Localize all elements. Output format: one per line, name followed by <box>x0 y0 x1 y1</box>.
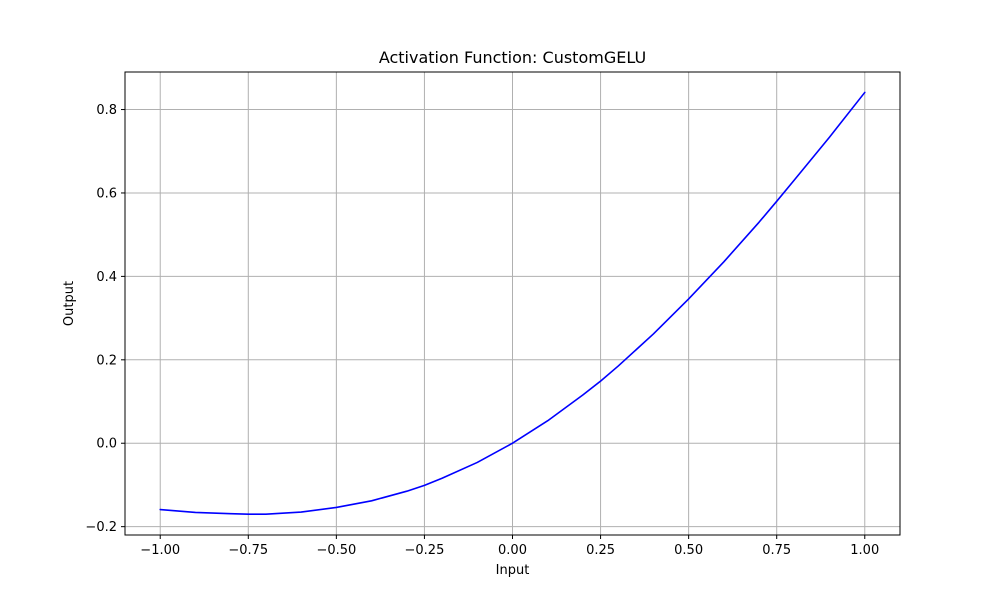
y-tick-label: 0.0 <box>96 437 117 452</box>
x-axis: −1.00 −0.75 −0.50 −0.25 0.00 0.25 0.50 0.75 1.00 <box>140 535 879 558</box>
x-tick-label: 0.25 <box>586 543 615 558</box>
y-tick-label: 0.6 <box>96 186 117 201</box>
chart-title: Activation Function: CustomGELU <box>379 48 646 67</box>
y-tick-label: 0.4 <box>96 270 117 285</box>
y-axis: −0.2 0.0 0.2 0.4 0.6 0.8 <box>85 103 125 535</box>
y-tick-label: −0.2 <box>85 520 117 535</box>
x-tick-label: 0.75 <box>762 543 791 558</box>
x-tick-label: −0.50 <box>316 543 356 558</box>
x-axis-label: Input <box>496 563 530 578</box>
series-line <box>159 91 866 515</box>
y-tick-label: 0.8 <box>96 103 117 118</box>
x-tick-label: 0.50 <box>674 543 703 558</box>
x-tick-label: −0.75 <box>228 543 268 558</box>
plot-area <box>159 91 866 515</box>
x-tick-label: −0.25 <box>405 543 445 558</box>
x-tick-label: −1.00 <box>140 543 180 558</box>
x-tick-label: 0.00 <box>498 543 527 558</box>
grid <box>125 72 900 535</box>
y-tick-label: 0.2 <box>96 353 117 368</box>
x-tick-label: 1.00 <box>850 543 879 558</box>
y-axis-label: Output <box>62 281 77 326</box>
